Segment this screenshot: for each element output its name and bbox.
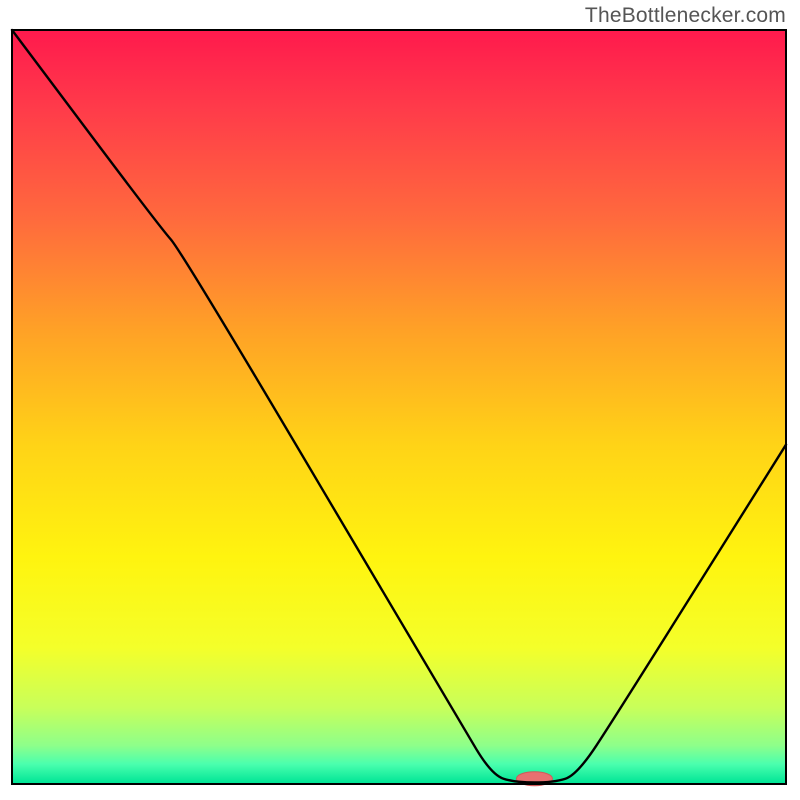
bottleneck-chart-svg xyxy=(0,0,800,800)
watermark-text: TheBottlenecker.com xyxy=(585,4,786,28)
chart-stage: TheBottlenecker.com xyxy=(0,0,800,800)
gradient-background xyxy=(13,31,785,783)
